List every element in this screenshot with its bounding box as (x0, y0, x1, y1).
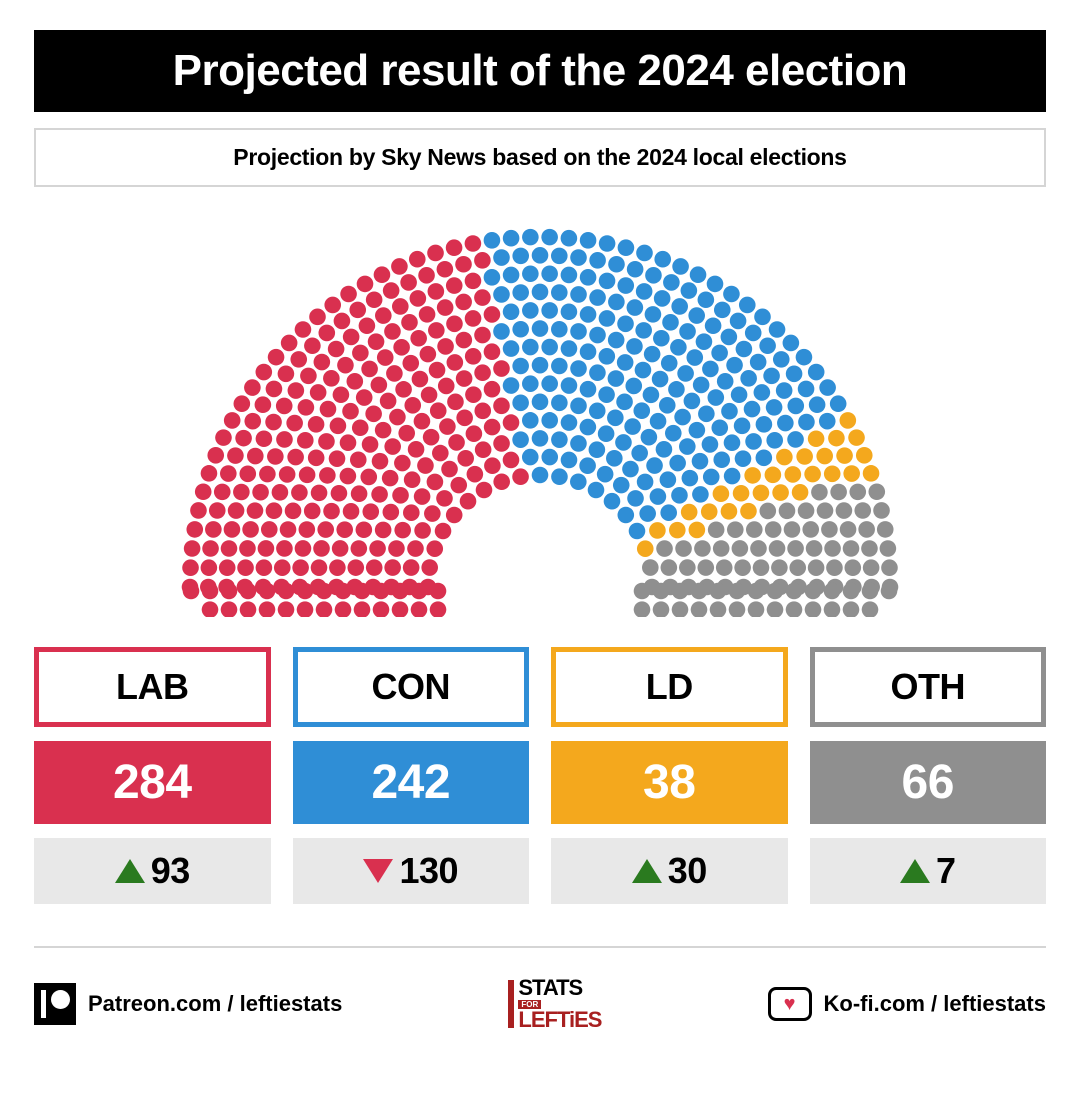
arrow-up-icon (632, 859, 662, 883)
party-column-oth: OTH 66 7 (810, 647, 1047, 904)
logo-bot: LEFTiES (518, 1010, 601, 1030)
party-column-con: CON 242 130 (293, 647, 530, 904)
kofi-text: Ko-fi.com / leftiestats (824, 991, 1046, 1017)
party-seats: 66 (810, 741, 1047, 824)
party-change: 93 (34, 838, 271, 904)
party-abbrev: OTH (810, 647, 1047, 727)
party-results-grid: LAB 284 93 CON 242 130 LD 38 30 OTH 66 7 (34, 647, 1046, 904)
party-change: 7 (810, 838, 1047, 904)
party-abbrev: LD (551, 647, 788, 727)
footer-patreon: Patreon.com / leftiestats (34, 983, 342, 1025)
kofi-icon: ♥ (768, 987, 812, 1021)
hemicycle-container (34, 217, 1046, 617)
subtitle-bar: Projection by Sky News based on the 2024… (34, 128, 1046, 187)
stats-for-lefties-logo: STATS FOR LEFTiES (508, 978, 601, 1030)
party-column-lab: LAB 284 93 (34, 647, 271, 904)
footer: Patreon.com / leftiestats STATS FOR LEFT… (34, 946, 1046, 1030)
party-change: 130 (293, 838, 530, 904)
party-seats: 242 (293, 741, 530, 824)
party-abbrev: CON (293, 647, 530, 727)
arrow-up-icon (900, 859, 930, 883)
party-change-value: 130 (399, 850, 458, 892)
arrow-up-icon (115, 859, 145, 883)
party-column-ld: LD 38 30 (551, 647, 788, 904)
party-change: 30 (551, 838, 788, 904)
party-seats: 284 (34, 741, 271, 824)
parliament-hemicycle-chart (180, 217, 900, 617)
party-seats: 38 (551, 741, 788, 824)
party-change-value: 7 (936, 850, 956, 892)
party-abbrev: LAB (34, 647, 271, 727)
patreon-icon (34, 983, 76, 1025)
patreon-text: Patreon.com / leftiestats (88, 991, 342, 1017)
title-bar: Projected result of the 2024 election (34, 30, 1046, 112)
arrow-down-icon (363, 859, 393, 883)
party-change-value: 30 (668, 850, 707, 892)
logo-top: STATS (518, 978, 582, 998)
footer-kofi: ♥ Ko-fi.com / leftiestats (768, 987, 1046, 1021)
party-change-value: 93 (151, 850, 190, 892)
